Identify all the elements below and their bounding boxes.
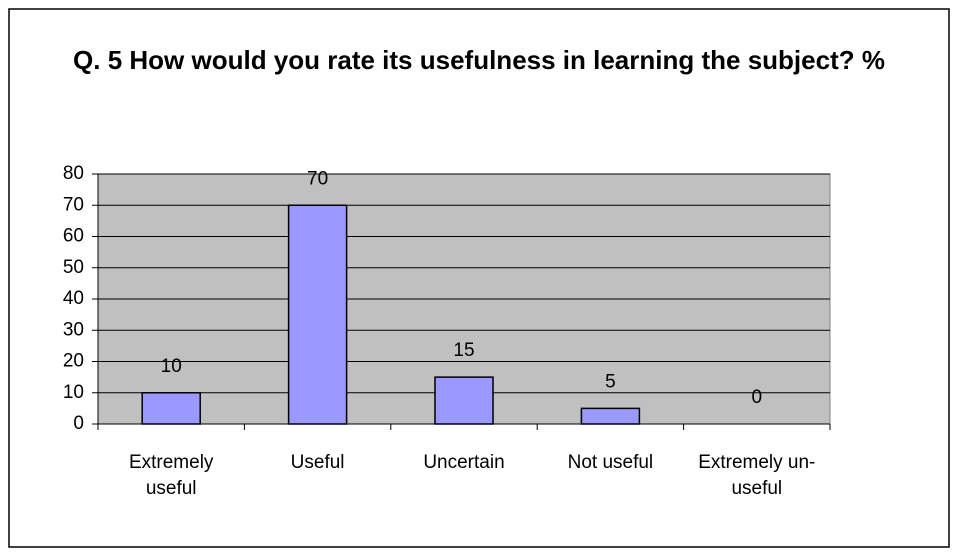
y-tick-label: 20 (63, 351, 84, 372)
bar (434, 376, 494, 425)
data-label: 15 (453, 340, 474, 361)
bar (287, 204, 348, 425)
data-label: 0 (752, 387, 763, 408)
y-tick-label: 10 (63, 382, 84, 403)
x-tick-label: Not useful (567, 452, 654, 473)
y-tick-label: 0 (73, 413, 84, 434)
y-tick-label: 30 (63, 319, 84, 340)
x-tick-label: Extremely useful (128, 452, 214, 499)
bar (580, 407, 641, 425)
y-tick-label: 70 (63, 194, 84, 215)
y-tick-label: 40 (63, 288, 84, 309)
x-tick-label: Extremely un-useful (698, 452, 816, 499)
data-label: 5 (605, 371, 616, 392)
data-label: 70 (307, 168, 328, 189)
y-tick-label: 80 (63, 163, 84, 184)
x-tick-label: Useful (290, 452, 345, 473)
y-tick-label: 60 (63, 226, 84, 247)
data-label: 10 (161, 356, 182, 377)
y-tick-label: 50 (63, 257, 84, 278)
x-tick-label: Uncertain (423, 452, 505, 473)
chart-title: Q. 5 How would you rate its usefulness i… (73, 45, 885, 75)
bar (141, 392, 201, 425)
